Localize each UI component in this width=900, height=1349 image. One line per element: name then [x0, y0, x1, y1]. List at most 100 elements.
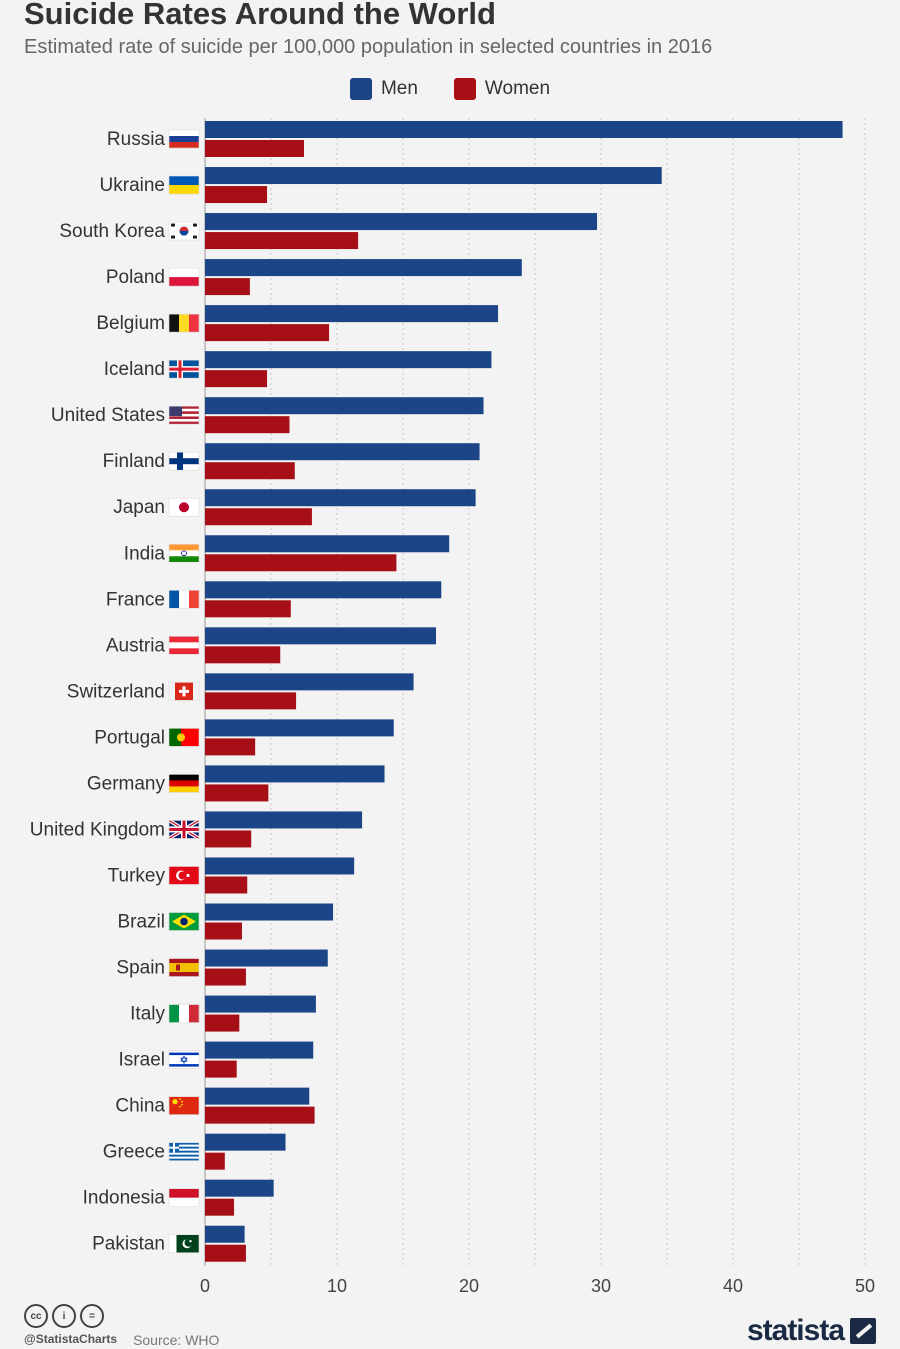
greece-flag-icon [168, 1142, 200, 1161]
attribution-icon[interactable]: i [52, 1304, 76, 1328]
bar-women [205, 1106, 315, 1124]
bar-men [205, 489, 476, 507]
bar-men [205, 673, 414, 691]
license-icons: cc i = [24, 1304, 219, 1328]
x-tick-label: 10 [327, 1276, 347, 1296]
bar-women [205, 186, 268, 204]
bar-men [205, 1225, 245, 1243]
austria-flag-icon [168, 636, 200, 655]
bar-men [205, 167, 662, 185]
statista-logo-text: statista [746, 1314, 845, 1347]
bar-men [205, 1179, 274, 1197]
bar-women [205, 508, 312, 526]
bar-women [205, 692, 297, 710]
bar-men [205, 995, 316, 1013]
bar-women [205, 922, 242, 940]
bar-men [205, 903, 334, 921]
israel-flag-icon [168, 1050, 200, 1069]
bar-men [205, 259, 522, 277]
bar-women [205, 462, 295, 480]
bar-women [205, 554, 397, 572]
bar-women [205, 1014, 240, 1032]
bar-men [205, 857, 355, 875]
japan-flag-icon [168, 497, 200, 517]
bar-women [205, 140, 304, 157]
category-label: Spain [116, 958, 165, 979]
bar-men [205, 1133, 286, 1151]
category-label: South Korea [59, 221, 165, 242]
category-label: Turkey [108, 865, 166, 886]
italy-flag-icon [168, 1004, 200, 1023]
no-derivatives-icon[interactable]: = [80, 1304, 104, 1328]
x-tick-label: 20 [459, 1276, 479, 1296]
legend-label-women: Women [484, 78, 551, 99]
legend-swatch-women [453, 78, 476, 100]
south-korea-flag-icon [168, 221, 200, 241]
russia-flag-icon [168, 129, 200, 149]
pakistan-flag-icon [168, 1234, 200, 1254]
bar-men [205, 581, 442, 599]
category-label: China [115, 1096, 165, 1117]
bar-men [205, 397, 484, 415]
category-label: Iceland [104, 359, 165, 380]
bar-men [205, 627, 436, 645]
china-flag-icon [168, 1096, 200, 1115]
bar-women [205, 876, 248, 894]
belgium-flag-icon [168, 313, 200, 333]
footer: cc i = @StatistaCharts Source: WHO [24, 1304, 219, 1348]
bar-men [205, 213, 598, 231]
bar-women [205, 646, 281, 664]
statista-handle[interactable]: @StatistaCharts [24, 1332, 118, 1346]
united-kingdom-flag-icon [168, 818, 200, 840]
bar-women [205, 600, 291, 618]
germany-flag-icon [168, 774, 200, 793]
legend-item-men[interactable]: Men [349, 78, 418, 100]
page-title: Suicide Rates Around the World [24, 0, 496, 31]
bar-women [205, 232, 359, 250]
category-label: Indonesia [83, 1188, 166, 1209]
creative-commons-icon[interactable]: cc [24, 1304, 48, 1328]
x-tick-label: 30 [591, 1276, 611, 1296]
bar-men [205, 351, 492, 369]
france-flag-icon [168, 589, 200, 609]
bar-men [205, 811, 363, 829]
legend-swatch-men [349, 78, 372, 100]
bar-women [205, 784, 269, 802]
category-label: Austria [106, 635, 166, 656]
bar-women [205, 278, 250, 296]
bar-women [205, 1244, 246, 1262]
turkey-flag-icon [168, 866, 200, 885]
category-label: Israel [119, 1050, 165, 1071]
category-label: Switzerland [67, 681, 165, 702]
category-label: Russia [107, 129, 166, 150]
bar-women [205, 738, 256, 756]
statista-logo[interactable]: statista [747, 1314, 876, 1348]
category-label: Ukraine [100, 175, 165, 196]
category-label: Germany [87, 773, 166, 794]
page-subtitle: Estimated rate of suicide per 100,000 po… [24, 36, 713, 58]
legend-item-women[interactable]: Women [453, 78, 551, 100]
bar-men [205, 305, 499, 323]
category-label: Italy [130, 1004, 165, 1025]
category-label: Finland [103, 451, 165, 472]
bar-men [205, 719, 394, 737]
legend-label-men: Men [380, 78, 418, 99]
category-label: Japan [113, 497, 165, 518]
x-tick-label: 0 [200, 1276, 210, 1296]
bar-men [205, 949, 328, 967]
category-label: United States [51, 405, 165, 426]
spain-flag-icon [168, 958, 200, 977]
category-label: India [124, 543, 166, 564]
statista-logo-icon [850, 1318, 876, 1344]
ukraine-flag-icon [168, 175, 200, 195]
category-label: United Kingdom [30, 819, 165, 840]
bar-men [205, 443, 480, 461]
source-note: Source: WHO [133, 1332, 220, 1348]
switzerland-flag-icon [168, 682, 200, 701]
bar-women [205, 1060, 237, 1078]
category-label: Poland [106, 267, 165, 288]
bar-men [205, 1041, 314, 1059]
bar-women [205, 324, 330, 342]
portugal-flag-icon [168, 728, 200, 747]
